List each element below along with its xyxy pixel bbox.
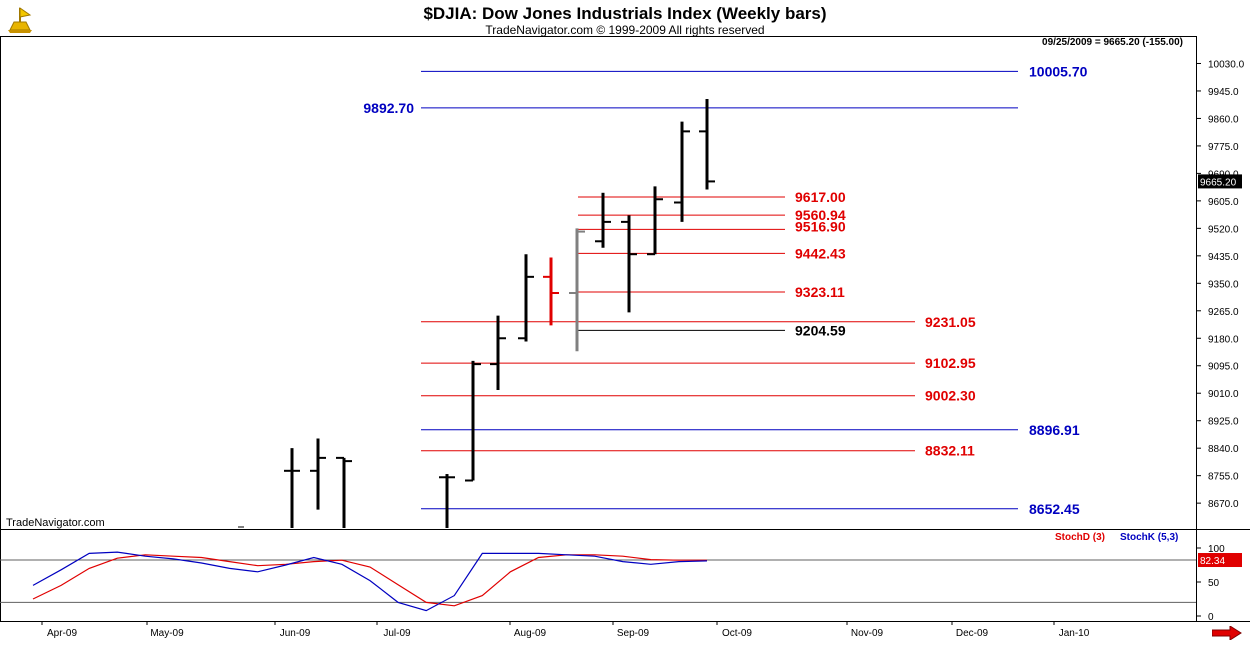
level-label: 9442.43 <box>795 245 846 261</box>
osc-tick-label: 50 <box>1208 578 1220 589</box>
chart-title: $DJIA: Dow Jones Industrials Index (Week… <box>423 4 827 23</box>
osc-series-line <box>32 554 707 607</box>
level-label: 9560.94 <box>795 207 846 223</box>
price-tick-label: 8840.0 <box>1208 444 1239 455</box>
level-label: 10005.70 <box>1029 63 1088 79</box>
price-tick-label: 9435.0 <box>1208 252 1239 263</box>
scroll-right-arrow-icon[interactable] <box>1211 625 1242 645</box>
time-tick-label: Oct-09 <box>722 628 752 639</box>
time-tick-label: May-09 <box>150 628 184 639</box>
level-label: 9231.05 <box>925 314 976 330</box>
price-tick-label: 9265.0 <box>1208 307 1239 318</box>
price-tick-label: 9945.0 <box>1208 87 1239 98</box>
last-price-box <box>1198 174 1242 189</box>
osc-last-value-label: 82.34 <box>1200 556 1225 567</box>
price-tick-label: 10030.0 <box>1208 59 1245 70</box>
level-label: 9102.95 <box>925 355 976 371</box>
time-tick-label: Jun-09 <box>280 628 311 639</box>
price-tick-label: 8670.0 <box>1208 499 1239 510</box>
level-label: 9892.70 <box>363 100 414 116</box>
watermark-text: TradeNavigator.com <box>6 517 105 529</box>
trade-navigator-logo <box>4 4 36 39</box>
level-label: 9002.30 <box>925 388 976 404</box>
last-price-label: 9665.20 <box>1200 177 1237 188</box>
time-tick-label: Nov-09 <box>851 628 884 639</box>
price-tick-label: 9010.0 <box>1208 389 1239 400</box>
price-tick-label: 9520.0 <box>1208 224 1239 235</box>
level-label: 8832.11 <box>925 443 975 459</box>
level-label: 9323.11 <box>795 284 845 300</box>
price-tick-label: 9860.0 <box>1208 114 1239 125</box>
price-tick-label: 9350.0 <box>1208 279 1239 290</box>
price-tick-label: 9180.0 <box>1208 334 1239 345</box>
osc-series-line <box>32 551 708 612</box>
price-tick-label: 9605.0 <box>1208 197 1239 208</box>
osc-tick-label: 100 <box>1208 544 1225 555</box>
price-tick-label: 8925.0 <box>1208 417 1239 428</box>
time-tick-label: Aug-09 <box>514 628 547 639</box>
plot-frame <box>0 36 1197 622</box>
level-label: 8896.91 <box>1029 422 1080 438</box>
legend-stochd: StochD (3) <box>1055 532 1105 543</box>
price-tick-label: 8755.0 <box>1208 472 1239 483</box>
price-tick-label: 9095.0 <box>1208 362 1239 373</box>
level-label: 9617.00 <box>795 189 846 205</box>
price-readout: 09/25/2009 = 9665.20 (-155.00) <box>1042 37 1183 48</box>
time-tick-label: Jan-10 <box>1059 628 1090 639</box>
chart-subtitle: TradeNavigator.com © 1999-2009 All right… <box>485 23 765 37</box>
level-label: 8652.45 <box>1029 501 1080 517</box>
legend-stochk: StochK (5,3) <box>1120 532 1179 543</box>
price-tick-label: 9775.0 <box>1208 142 1239 153</box>
time-tick-label: Jul-09 <box>383 628 411 639</box>
level-label: 9204.59 <box>795 322 846 338</box>
osc-tick-label: 0 <box>1208 612 1214 623</box>
time-tick-label: Dec-09 <box>956 628 989 639</box>
level-label: 9516.90 <box>795 218 846 234</box>
osc-last-value-box <box>1198 553 1242 568</box>
time-tick-label: Sep-09 <box>617 628 650 639</box>
time-tick-label: Apr-09 <box>47 628 77 639</box>
